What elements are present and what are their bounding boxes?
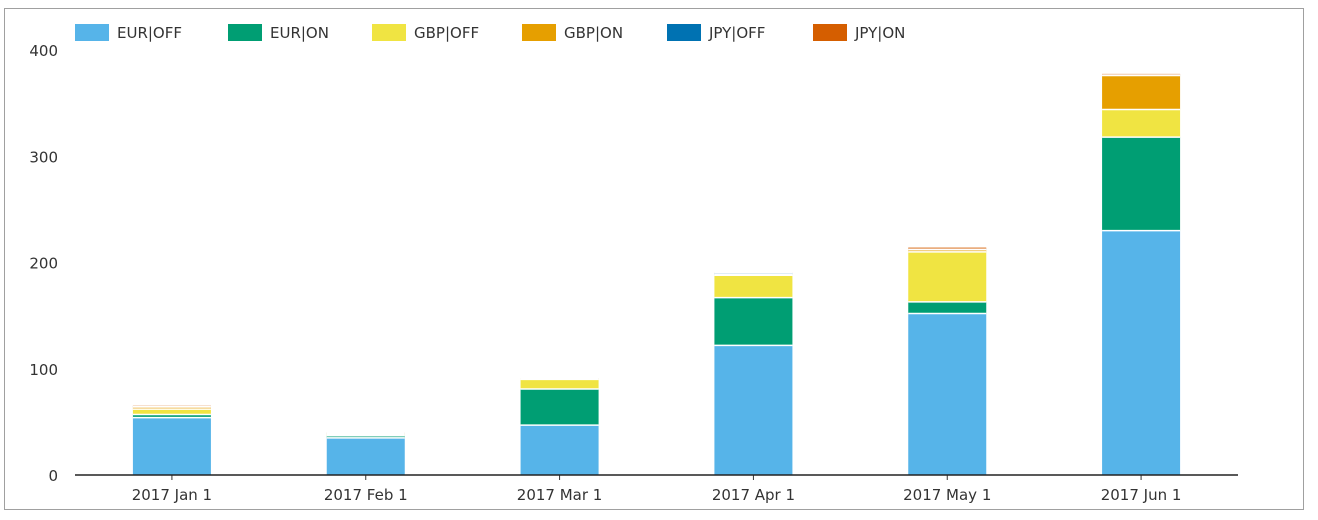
bar-segment-0-2: [132, 409, 211, 415]
x-tick-label-4: 2017 May 1: [903, 486, 991, 504]
y-tick-label-1: 100: [29, 361, 58, 379]
bar-segment-4-2: [908, 251, 987, 302]
x-tick-label-1: 2017 Feb 1: [324, 486, 408, 504]
bar-segment-3-4: [714, 273, 793, 275]
legend-swatch-5: [813, 24, 847, 41]
bar-segment-1-0: [326, 437, 405, 475]
bar-segment-0-1: [132, 414, 211, 418]
bar-segment-5-0: [1102, 230, 1181, 475]
legend-label-5: JPY|ON: [854, 24, 905, 42]
bar-segment-3-0: [714, 345, 793, 475]
x-tick-label-5: 2017 Jun 1: [1101, 486, 1182, 504]
legend-label-4: JPY|OFF: [708, 24, 765, 42]
bar-segment-5-3: [1102, 75, 1181, 110]
bar-segment-1-1: [326, 435, 405, 438]
bar-segment-4-5: [908, 247, 987, 250]
bar-segment-3-1: [714, 297, 793, 346]
bar-segment-4-3: [908, 249, 987, 252]
legend-label-0: EUR|OFF: [117, 24, 182, 42]
x-tick-label-0: 2017 Jan 1: [132, 486, 212, 504]
legend-swatch-4: [667, 24, 701, 41]
y-tick-label-2: 200: [29, 255, 58, 273]
bar-segment-2-0: [520, 425, 599, 475]
bar-segment-3-2: [714, 275, 793, 298]
legend-swatch-1: [228, 24, 262, 41]
y-tick-label-4: 400: [29, 42, 58, 60]
legend-label-1: EUR|ON: [270, 24, 329, 42]
chart-frame: [4, 8, 1304, 510]
y-tick-label-3: 300: [29, 148, 58, 166]
legend-swatch-2: [372, 24, 406, 41]
legend-swatch-3: [522, 24, 556, 41]
bar-segment-4-0: [908, 313, 987, 475]
bar-segment-4-1: [908, 301, 987, 314]
bar-segment-0-3: [132, 407, 211, 410]
bars-group: [132, 73, 1181, 475]
bar-segment-5-1: [1102, 137, 1181, 231]
legend-label-2: GBP|OFF: [414, 24, 479, 42]
axes-group: 2017 Jan 1 2017 Feb 1 2017 Mar 1 2017 Apr 1…: [29, 42, 1238, 504]
bar-segment-5-2: [1102, 109, 1181, 138]
legend-swatch-0: [75, 24, 109, 41]
bar-segment-2-1: [520, 388, 599, 426]
y-tick-label-0: 0: [48, 467, 58, 485]
x-tick-label-3: 2017 Apr 1: [712, 486, 795, 504]
legend-label-3: GBP|ON: [564, 24, 623, 42]
bar-segment-0-0: [132, 417, 211, 475]
bar-segment-2-2: [520, 379, 599, 389]
legend: EUR|OFF EUR|ON GBP|OFF GBP|ON JPY|OFF JPY|ON: [75, 24, 905, 42]
x-tick-label-2: 2017 Mar 1: [517, 486, 603, 504]
